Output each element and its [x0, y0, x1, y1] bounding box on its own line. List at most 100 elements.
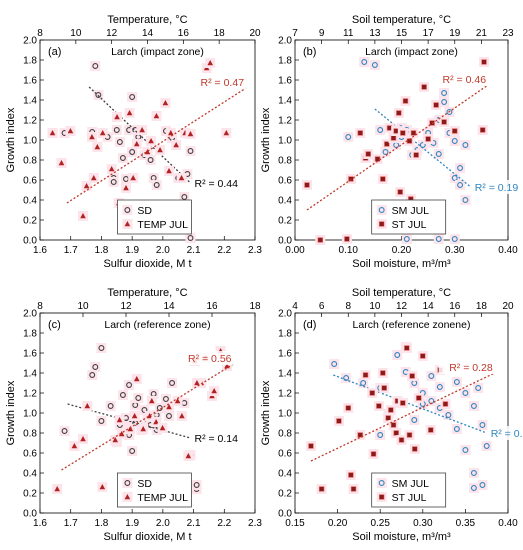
data-point: [470, 485, 477, 491]
data-point: [173, 142, 179, 148]
x-tick-label: 2.1: [187, 245, 201, 256]
data-point: [162, 396, 169, 402]
data-point-halo: [460, 195, 471, 205]
legend-label: ST JUL: [392, 219, 427, 231]
data-point: [181, 194, 188, 200]
data-point: [94, 144, 101, 150]
legend-entry: SM JUL: [376, 205, 429, 217]
x-tick-label: 0.30: [413, 518, 433, 529]
y-tick-label: 1.2: [278, 116, 292, 127]
data-point: [162, 100, 169, 106]
legend-marker: [124, 480, 131, 486]
x-tick-label: 1.6: [33, 518, 47, 529]
data-point-halo: [375, 125, 386, 135]
data-point-halo: [111, 125, 122, 135]
data-point-halo: [473, 383, 484, 393]
data-point-halo: [90, 362, 101, 372]
y-tick-label: 1.0: [278, 409, 292, 420]
data-point-halo: [451, 424, 462, 434]
data-point: [133, 141, 140, 147]
data-point: [428, 427, 434, 433]
data-point: [133, 376, 140, 382]
x-tick-label: 0.30: [445, 245, 465, 256]
data-point-halo: [460, 388, 471, 398]
data-point-halo: [428, 138, 439, 148]
data-point-halo: [139, 405, 150, 415]
data-point: [370, 451, 377, 457]
data-point: [129, 149, 136, 155]
x-axis-label: Sulfur dioxide, M t: [103, 258, 191, 270]
data-point: [129, 94, 136, 100]
data-point: [402, 98, 409, 104]
data-point-halo: [151, 425, 162, 435]
data-point-halo: [409, 378, 420, 388]
data-point: [394, 352, 401, 358]
r2-label: R² = 0.15: [491, 428, 523, 440]
data-point: [365, 151, 371, 157]
y-tick-label: 1.2: [23, 389, 37, 400]
data-point-halo: [160, 394, 171, 404]
y-tick-label: 0.8: [278, 156, 292, 167]
data-point: [409, 373, 415, 379]
x2-tick-label: 7: [292, 28, 298, 39]
y-tick-label: 1.4: [278, 369, 292, 380]
data-point: [397, 189, 403, 195]
x-tick-label: 0.00: [285, 245, 305, 256]
data-point: [308, 443, 314, 449]
trend-line: [333, 374, 487, 434]
y-tick-label: 0.0: [23, 509, 37, 520]
data-point: [83, 183, 90, 189]
x-tick-label: 2.3: [248, 518, 262, 529]
data-point-halo: [164, 411, 174, 421]
x2-tick-label: 10: [77, 301, 89, 312]
data-point-halo: [148, 173, 159, 183]
data-point: [479, 482, 486, 488]
data-point: [445, 412, 452, 418]
data-point-halo: [455, 180, 466, 190]
data-point: [451, 138, 458, 144]
x2-tick-label: 4: [292, 301, 298, 312]
data-point: [435, 236, 442, 242]
legend-label: SM JUL: [392, 478, 430, 490]
data-point-halo: [423, 128, 434, 138]
data-point: [411, 417, 418, 423]
data-point-halo: [127, 92, 138, 102]
panel-1: 0.0 0.2 0.4 0.6 0.8 1.0 1.2 1.4 1.6 1.8 2.0 0.00 0.1…: [260, 14, 523, 270]
legend-entry: SD: [122, 205, 152, 217]
y-tick-label: 0.6: [23, 449, 37, 460]
trend-line: [310, 372, 495, 462]
data-point-halo: [375, 430, 386, 440]
data-point: [371, 62, 378, 68]
r2-label: R² = 0.14: [195, 433, 239, 445]
x2-tick-label: 13: [369, 28, 381, 39]
data-point-halo: [154, 403, 165, 413]
y-tick-label: 1.8: [278, 56, 292, 67]
data-point: [193, 482, 200, 488]
x-tick-label: 1.6: [33, 245, 47, 256]
data-point: [98, 345, 105, 351]
data-point: [360, 380, 367, 386]
r2-label: R² = 0.47: [201, 77, 245, 89]
data-point-halo: [433, 149, 444, 159]
y-tick-label: 1.0: [278, 136, 292, 147]
data-point: [135, 395, 142, 401]
x-tick-label: 1.8: [94, 245, 108, 256]
data-point: [187, 148, 194, 154]
data-point: [108, 166, 115, 172]
y-tick-label: 2.0: [23, 36, 37, 47]
panel-3: 0.0 0.2 0.4 0.6 0.8 1.0 1.2 1.4 1.6 1.8 2.0 0.15 0.2…: [260, 287, 523, 543]
data-point: [344, 236, 350, 242]
y-tick-label: 0.6: [23, 176, 37, 187]
data-point-halo: [400, 367, 411, 377]
series-temp-jul: R² = 0.56: [52, 346, 234, 494]
y-tick-label: 0.2: [23, 489, 37, 500]
data-point: [127, 426, 134, 432]
x2-tick-label: 8: [37, 301, 43, 312]
r2-label-bg: [192, 431, 249, 445]
data-point-halo: [124, 380, 135, 390]
y-tick-label: 1.6: [23, 349, 37, 360]
r2-label: R² = 0.56: [188, 353, 232, 365]
x-tick-label: 1.8: [94, 518, 108, 529]
data-point-halo: [130, 125, 141, 135]
